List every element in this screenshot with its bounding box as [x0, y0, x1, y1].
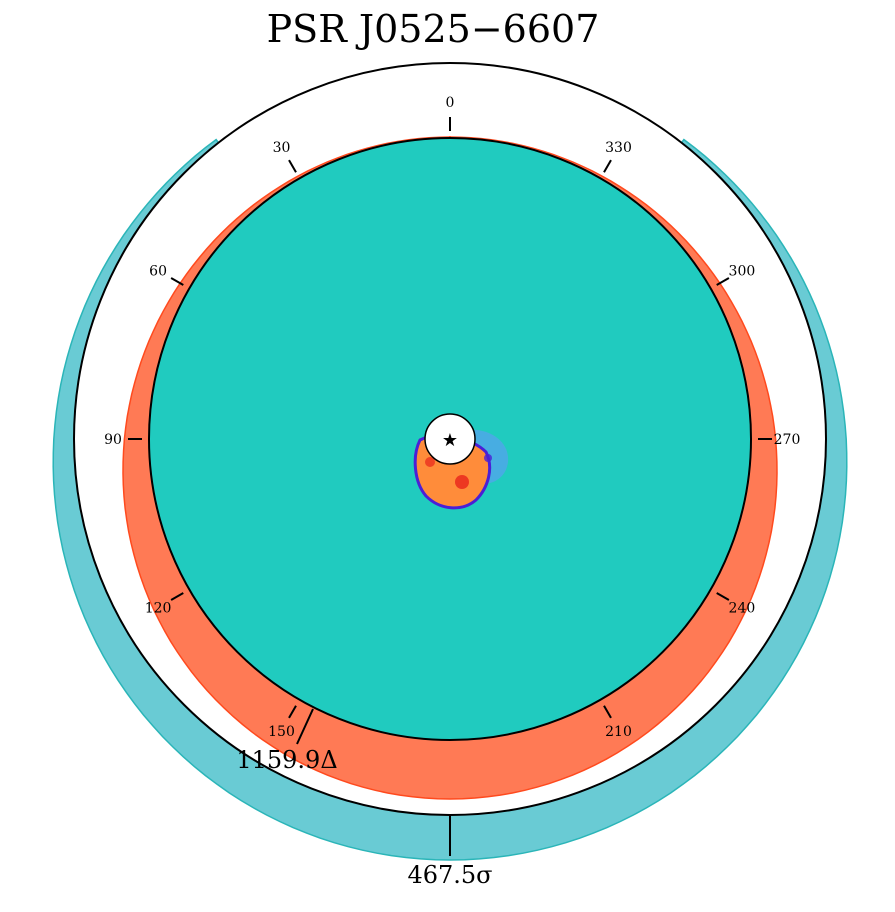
angle-tick-label: 60: [149, 264, 167, 280]
angle-tick: [288, 159, 297, 173]
angle-tick: [716, 277, 730, 286]
cold-spot: [484, 454, 492, 462]
angle-tick-label: 0: [446, 95, 455, 111]
angle-tick-label: 210: [605, 724, 632, 740]
angle-tick: [288, 705, 297, 719]
angle-tick-label: 300: [729, 264, 756, 280]
dm-pointer: [296, 708, 314, 745]
hot-spot: [455, 475, 469, 489]
angle-tick: [170, 592, 184, 601]
angle-tick-label: 30: [273, 140, 291, 156]
angle-tick-label: 120: [145, 601, 172, 617]
chart-title: PSR J0525−6607: [267, 7, 600, 51]
angle-tick-label: 330: [605, 140, 632, 156]
angle-ticks: 0 30 60 90 120 150 210 240 270 300 330: [104, 95, 800, 740]
angle-tick-label: 150: [268, 724, 295, 740]
angle-tick: [170, 277, 184, 286]
angle-tick: [603, 705, 612, 719]
sigma-label: 467.5σ: [407, 861, 492, 889]
angle-tick-label: 270: [774, 432, 801, 448]
angle-tick: [716, 592, 730, 601]
angle-tick-label: 240: [729, 601, 756, 617]
angle-tick-label: 90: [104, 432, 122, 448]
dm-label: 1159.9Δ: [236, 746, 337, 774]
star-icon: ★: [442, 430, 458, 451]
center-marker-circle: [424, 413, 476, 465]
angle-tick: [603, 159, 612, 173]
hot-spot: [425, 457, 435, 467]
